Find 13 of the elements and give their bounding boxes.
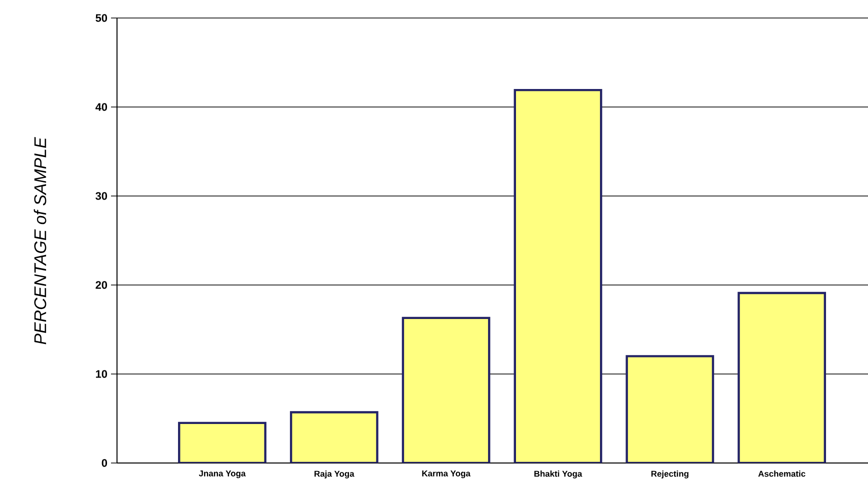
x-tick-label: Aschematic <box>758 470 806 477</box>
x-tick-label: Bhakti Yoga <box>534 470 582 478</box>
y-tick-label: 0 <box>102 459 108 467</box>
x-tick-label: Rejecting <box>651 470 688 478</box>
y-tick-label: 10 <box>96 370 108 378</box>
y-tick-label: 50 <box>96 14 108 22</box>
x-tick-label: Karma Yoga <box>422 470 471 478</box>
y-tick-label: 30 <box>96 192 108 200</box>
y-axis-title: PERCENTAGE of SAMPLE <box>34 137 46 344</box>
x-tick-label: Raja Yoga <box>314 470 354 478</box>
x-tick-label: Jnana Yoga <box>198 470 246 478</box>
y-tick-label: 20 <box>96 281 108 289</box>
y-tick-label: 40 <box>95 103 108 111</box>
